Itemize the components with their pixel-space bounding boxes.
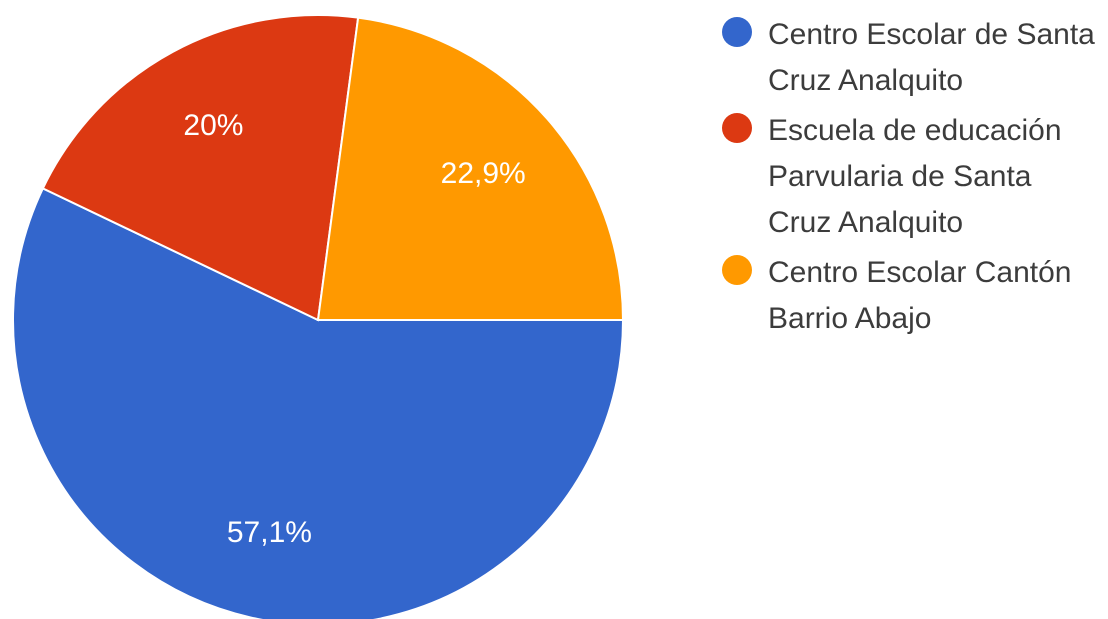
pie-slices (12, 14, 625, 619)
pie-slice-value-label: 20% (183, 109, 243, 142)
legend-label: Escuela de educación Parvularia de Santa… (768, 114, 1062, 239)
pie-slice[interactable] (12, 187, 625, 619)
legend-item[interactable]: Centro Escolar Cantón Barrio Abajo (722, 250, 1102, 342)
legend-swatch (722, 17, 752, 47)
legend-item[interactable]: Centro Escolar de Santa Cruz Analquito (722, 12, 1102, 104)
legend-swatch (722, 113, 752, 143)
legend-item[interactable]: Escuela de educación Parvularia de Santa… (722, 108, 1102, 246)
pie-labels: 57,1% 20% 22,9% (183, 109, 525, 549)
legend-swatch (722, 255, 752, 285)
pie-slice[interactable] (316, 16, 625, 321)
pie-slice[interactable] (41, 14, 360, 322)
pie-slice-value-label: 57,1% (227, 516, 312, 549)
pie-slice-value-label: 22,9% (441, 157, 526, 190)
legend-label: Centro Escolar de Santa Cruz Analquito (768, 18, 1095, 97)
legend-label: Centro Escolar Cantón Barrio Abajo (768, 256, 1072, 335)
legend: Centro Escolar de Santa Cruz Analquito E… (722, 12, 1102, 346)
